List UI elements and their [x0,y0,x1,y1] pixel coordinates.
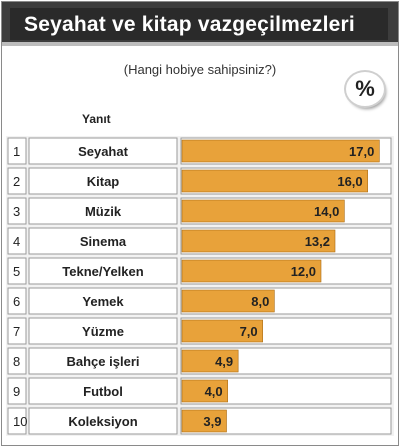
bar [181,379,228,403]
rank-label: 6 [13,294,20,309]
category-label: Yüzme [82,324,124,339]
value-label: 4,9 [215,354,233,369]
bar-chart: 1 Seyahat 17,0 2 Kitap 16,0 3 Müzik 14,0 4 Sinema 1… [6,136,394,436]
category-box [28,287,178,315]
value-label: 4,0 [205,384,223,399]
rank-label: 10 [13,414,27,429]
chart-row: 7 Yüzme 7,0 [6,316,394,346]
chart-subtitle: (Hangi hobiye sahipsiniz?) [123,62,277,77]
value-label: 3,9 [203,414,221,429]
value-label: 7,0 [240,324,258,339]
rank-box [7,317,27,345]
chart-row: 3 Müzik 14,0 [6,196,394,226]
rank-label: 3 [13,204,20,219]
rank-label: 1 [13,144,20,159]
rank-box [7,137,27,165]
category-label: Bahçe işleri [67,354,140,369]
category-label: Seyahat [78,144,129,159]
category-label: Sinema [80,234,127,249]
rank-label: 9 [13,384,20,399]
rank-box [7,167,27,195]
value-label: 13,2 [305,234,330,249]
category-label: Koleksiyon [68,414,137,429]
category-box [28,167,178,195]
rank-box [7,377,27,405]
value-label: 12,0 [291,264,316,279]
rank-box [7,287,27,315]
column-header: Yanıt [82,112,111,126]
category-label: Futbol [83,384,123,399]
category-box [28,227,178,255]
category-box [28,347,178,375]
rank-label: 5 [13,264,20,279]
chart-row: 5 Tekne/Yelken 12,0 [6,256,394,286]
category-box [28,377,178,405]
category-label: Kitap [87,174,120,189]
value-label: 17,0 [349,144,374,159]
chart-row: 8 Bahçe işleri 4,9 [6,346,394,376]
rank-box [7,197,27,225]
chart-row: 1 Seyahat 17,0 [6,136,394,166]
category-box [28,317,178,345]
category-box [28,407,178,435]
rank-label: 7 [13,324,20,339]
rank-label: 4 [13,234,20,249]
category-label: Tekne/Yelken [62,264,143,279]
chart-row: 9 Futbol 4,0 [6,376,394,406]
bar [181,139,380,163]
bar [181,259,322,283]
value-label: 14,0 [314,204,339,219]
chart-row: 4 Sinema 13,2 [6,226,394,256]
rank-box [7,407,27,435]
chart-row: 2 Kitap 16,0 [6,166,394,196]
rank-box [7,347,27,375]
rank-label: 8 [13,354,20,369]
bar [181,409,227,433]
value-label: 16,0 [337,174,362,189]
chart-row: 6 Yemek 8,0 [6,286,394,316]
bar [181,169,368,193]
title-bar: Seyahat ve kitap vazgeçilmezleri [2,2,398,46]
bar [181,199,345,223]
rank-box [7,257,27,285]
title-box: Seyahat ve kitap vazgeçilmezleri [10,8,388,40]
category-label: Müzik [85,204,122,219]
category-label: Yemek [82,294,124,309]
bar [181,349,239,373]
bar [181,319,263,343]
category-box [28,257,178,285]
chart-row: 10 Koleksiyon 3,9 [6,406,394,436]
chart-title: Seyahat ve kitap vazgeçilmezleri [24,13,355,36]
value-label: 8,0 [251,294,269,309]
bar [181,289,275,313]
category-box [28,197,178,225]
percent-badge: % [346,72,384,106]
bar [181,229,336,253]
rank-label: 2 [13,174,20,189]
rank-box [7,227,27,255]
category-box [28,137,178,165]
